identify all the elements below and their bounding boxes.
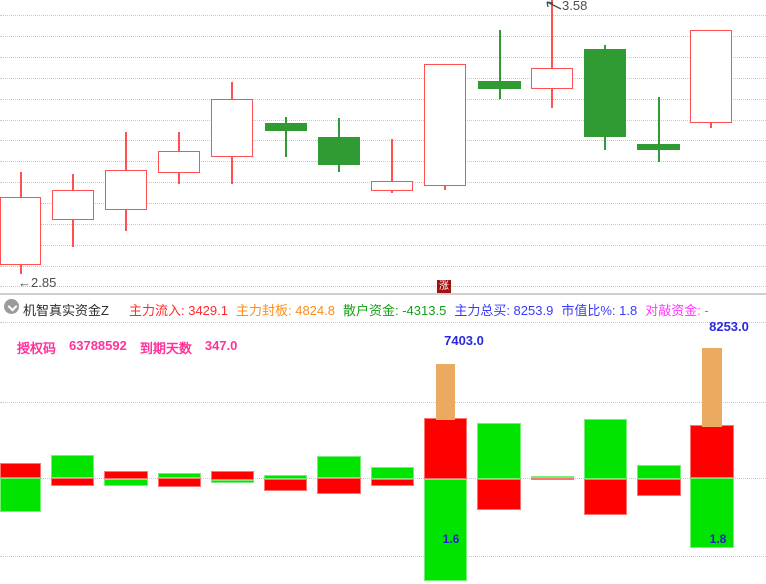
candlestick bbox=[690, 30, 732, 123]
rise-badge: 涨 bbox=[437, 280, 451, 293]
candlestick bbox=[265, 123, 307, 131]
candle-wick bbox=[551, 0, 553, 108]
fund-bar-segment bbox=[584, 479, 627, 515]
fund-bar-segment bbox=[0, 463, 41, 478]
candlestick-panel[interactable]: 3.58 ←2.85 涨 bbox=[0, 0, 766, 293]
collapse-chevron-icon[interactable] bbox=[4, 299, 19, 314]
candlestick bbox=[371, 181, 413, 191]
stat-item: 对敲资金: - bbox=[645, 303, 709, 318]
fund-bar-segment bbox=[690, 478, 734, 548]
candlestick bbox=[105, 170, 147, 210]
low-price-annotation: ←2.85 bbox=[18, 275, 57, 290]
gridline bbox=[0, 402, 766, 403]
fund-bar-segment bbox=[158, 473, 201, 478]
candle-wick bbox=[657, 97, 660, 162]
gridline bbox=[0, 286, 766, 287]
gridline bbox=[0, 36, 766, 37]
fund-bar-segment bbox=[317, 478, 361, 494]
candle-wick bbox=[391, 139, 393, 193]
candlestick bbox=[211, 99, 253, 157]
stat-item: 主力封板: 4824.8 bbox=[236, 303, 335, 318]
candle-wick bbox=[498, 30, 501, 99]
fund-bar-segment bbox=[158, 478, 201, 487]
fund-bar-segment bbox=[51, 455, 94, 478]
gridline bbox=[0, 266, 766, 267]
gridline bbox=[0, 120, 766, 121]
candlestick bbox=[424, 64, 466, 186]
high-price-annotation: 3.58 bbox=[562, 0, 588, 13]
gridline bbox=[0, 78, 766, 79]
indicator-stats: 主力流入: 3429.1 主力封板: 4824.8 散户资金: -4313.5 主力总… bbox=[129, 300, 709, 319]
annotation-arrow-icon bbox=[546, 1, 562, 10]
indicator-title: 机智真实资金Z bbox=[23, 303, 109, 318]
fund-bar-segment bbox=[51, 478, 94, 486]
stat-item: 散户资金: -4313.5 bbox=[343, 303, 447, 318]
bar-value-label: 1.6 bbox=[442, 532, 460, 546]
fund-bar-segment bbox=[211, 471, 254, 480]
volume-spike-bar bbox=[702, 348, 722, 427]
candle-wick bbox=[285, 117, 287, 157]
candlestick bbox=[318, 137, 360, 165]
auth-code-label: 授权码 bbox=[17, 341, 57, 356]
gridline bbox=[0, 99, 766, 100]
fund-bar-segment bbox=[371, 467, 414, 479]
fund-bar-segment bbox=[424, 479, 467, 581]
gridline bbox=[0, 140, 766, 141]
gridline bbox=[0, 15, 766, 16]
candlestick bbox=[478, 81, 521, 89]
fund-bar-segment bbox=[637, 465, 681, 479]
bar-value-label: 1.8 bbox=[709, 532, 727, 546]
fund-bar-segment bbox=[477, 423, 521, 479]
fund-bar-segment bbox=[637, 479, 681, 496]
fund-bar-segment bbox=[584, 419, 627, 479]
candlestick bbox=[637, 144, 680, 150]
fund-bar-segment bbox=[104, 479, 148, 486]
candlestick bbox=[531, 68, 573, 89]
gridline bbox=[0, 224, 766, 225]
fund-value-annotation: 7403.0 bbox=[444, 333, 484, 348]
stat-item: 主力总买: 8253.9 bbox=[454, 303, 554, 318]
fund-bar-segment bbox=[104, 471, 148, 479]
gridline bbox=[0, 203, 766, 204]
gridline bbox=[0, 57, 766, 58]
candlestick bbox=[52, 190, 94, 220]
fund-bar-segment bbox=[211, 480, 254, 483]
fund-bar-segment bbox=[477, 479, 521, 510]
fund-bar-segment bbox=[264, 479, 307, 491]
auth-row: 授权码 63788592 到期天数 347.0 bbox=[17, 338, 237, 357]
expire-days-value: 347.0 bbox=[204, 338, 238, 353]
indicator-header: 机智真实资金Z 主力流入: 3429.1 主力封板: 4824.8 散户资金: -4… bbox=[0, 296, 766, 320]
fund-bar-segment bbox=[424, 418, 467, 479]
candlestick bbox=[0, 197, 41, 265]
fund-bar-segment bbox=[531, 478, 574, 480]
fund-bar-segment bbox=[317, 456, 361, 478]
panel-separator bbox=[0, 293, 766, 295]
gridline bbox=[0, 245, 766, 246]
fund-bar-segment bbox=[264, 475, 307, 479]
candlestick bbox=[584, 49, 626, 137]
volume-spike-bar bbox=[436, 364, 455, 420]
stat-item: 主力流入: 3429.1 bbox=[129, 303, 228, 318]
candlestick bbox=[158, 151, 200, 173]
expire-days-label: 到期天数 bbox=[139, 341, 192, 356]
gridline bbox=[0, 322, 766, 323]
auth-code-value: 63788592 bbox=[69, 338, 127, 353]
gridline bbox=[0, 161, 766, 162]
fund-bar-segment bbox=[531, 476, 574, 478]
gridline bbox=[0, 556, 766, 557]
fund-bar-segment bbox=[690, 425, 734, 478]
fund-bar-segment bbox=[371, 479, 414, 486]
stat-item: 市值比%: 1.8 bbox=[561, 303, 638, 318]
fund-bar-segment bbox=[0, 478, 41, 512]
fund-value-annotation: 8253.0 bbox=[709, 319, 749, 334]
